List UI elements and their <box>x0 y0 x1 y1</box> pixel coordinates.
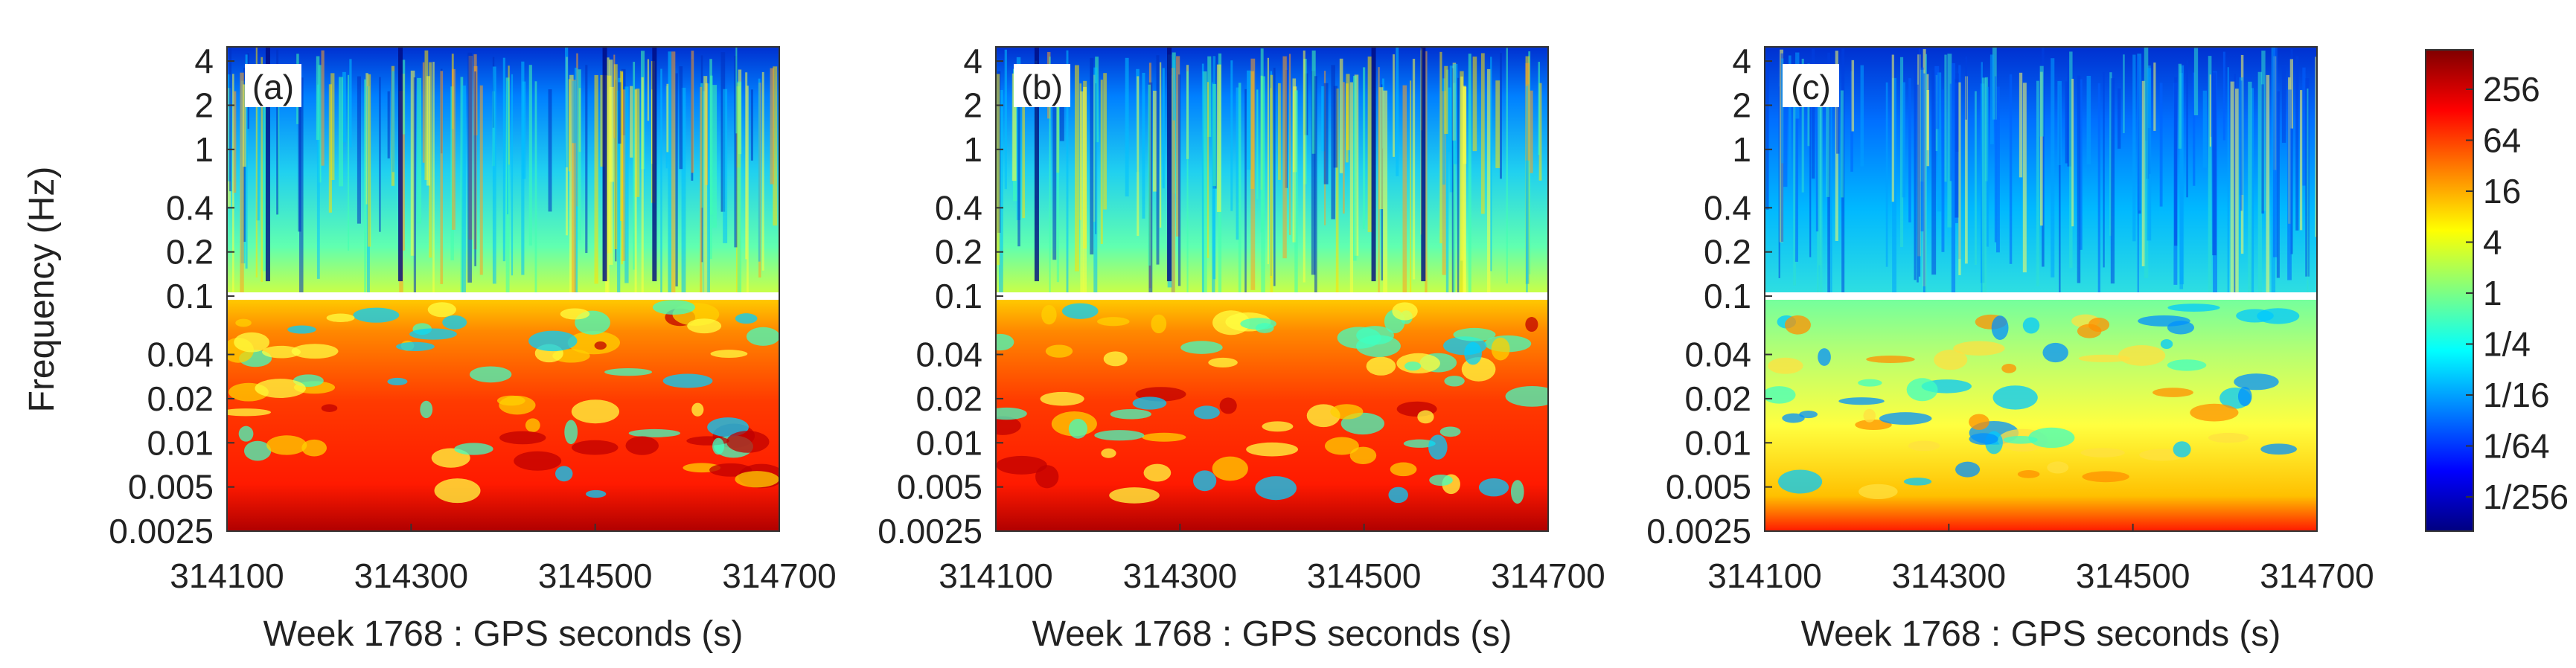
panel-label: (b) <box>1021 68 1063 106</box>
colorbar-tick-label: 1/64 <box>2483 427 2550 466</box>
y-tick-label: 4 <box>1732 42 1751 80</box>
colorbar-tick-label: 1 <box>2483 274 2502 312</box>
panel-label-box <box>1014 64 1070 107</box>
y-tick-label: 0.04 <box>1684 335 1751 374</box>
colorbar-tick-label: 256 <box>2483 70 2540 109</box>
spectrogram-image <box>996 47 1548 531</box>
colorbar-gradient <box>2425 49 2474 532</box>
y-tick-label: 0.4 <box>935 188 982 227</box>
colorbar-tick-label: 1/4 <box>2483 325 2531 364</box>
x-tick-label: 314100 <box>939 556 1053 595</box>
x-tick-label: 314700 <box>1491 556 1605 595</box>
y-tick-label: 0.4 <box>166 188 214 227</box>
y-tick-label: 0.0025 <box>109 512 214 550</box>
x-tick-label: 314100 <box>1707 556 1822 595</box>
spectrogram-image <box>227 47 779 531</box>
y-tick-label: 0.02 <box>1684 379 1751 418</box>
x-tick-label: 314500 <box>538 556 653 595</box>
axes-box <box>226 46 780 532</box>
y-tick-label: 0.2 <box>1704 233 1751 272</box>
y-tick-label: 2 <box>1732 86 1751 124</box>
x-tick-label: 314500 <box>1307 556 1422 595</box>
x-axis-label: Week 1768 : GPS seconds (s) <box>263 614 744 654</box>
panel-label: (c) <box>1791 68 1831 106</box>
y-tick-label: 0.005 <box>897 468 982 507</box>
y-tick-label: 0.005 <box>128 468 214 507</box>
x-tick-label: 314300 <box>354 556 469 595</box>
x-tick-label: 314700 <box>722 556 837 595</box>
colorbar-ticks: 256 64 16 4 1 1/4 1/16 1/64 1/256 <box>2466 70 2569 516</box>
x-tick-label: 314300 <box>1123 556 1238 595</box>
spectrogram-image <box>1765 47 2317 531</box>
x-tick-label: 314300 <box>1892 556 2007 595</box>
colorbar-tick-label: 1/256 <box>2483 478 2569 516</box>
panel-label-box <box>1783 64 1839 107</box>
y-tick-label: 0.4 <box>1704 188 1751 227</box>
colorbar-tick-label: 1/16 <box>2483 376 2550 414</box>
axes-box <box>995 46 1549 532</box>
y-tick-label: 0.1 <box>935 277 982 315</box>
panel-c: (c) 4 2 1 0.4 0.2 0.1 0.04 0.02 0.01 0.005 0.0025 31… <box>1646 42 2374 654</box>
colorbar-tick-label: 16 <box>2483 172 2521 211</box>
y-tick-label: 2 <box>963 86 982 124</box>
y-tick-label: 4 <box>963 42 982 80</box>
panel-b: (b) 4 2 1 0.4 0.2 0.1 0.04 0.02 0.01 0.005 0.0025 31… <box>878 42 1605 654</box>
y-tick-label: 0.01 <box>147 423 214 462</box>
colorbar-tick-label: 4 <box>2483 223 2502 262</box>
y-tick-label: 0.0025 <box>1646 512 1751 550</box>
y-tick-label: 0.1 <box>166 277 214 315</box>
y-tick-label: 0.2 <box>166 233 214 272</box>
y-tick-label: 1 <box>194 130 214 169</box>
y-tick-label: 0.02 <box>147 379 214 418</box>
colorbar-tick-label: 64 <box>2483 121 2521 160</box>
y-tick-label: 0.04 <box>915 335 982 374</box>
colorbar: 256 64 16 4 1 1/4 1/16 1/64 1/256 <box>2425 49 2569 532</box>
panel-label-box <box>245 64 301 107</box>
panel-label: (a) <box>252 68 294 106</box>
y-tick-label: 4 <box>194 42 214 80</box>
y-tick-label: 0.04 <box>147 335 214 374</box>
x-tick-label: 314100 <box>170 556 284 595</box>
x-tick-label: 314700 <box>2260 556 2374 595</box>
y-tick-label: 0.02 <box>915 379 982 418</box>
y-tick-label: 1 <box>1732 130 1751 169</box>
y-tick-label: 0.1 <box>1704 277 1751 315</box>
y-axis-label: Frequency (Hz) <box>22 167 62 413</box>
y-tick-label: 1 <box>963 130 982 169</box>
x-axis-label: Week 1768 : GPS seconds (s) <box>1032 614 1512 654</box>
axes-box <box>1764 46 2318 532</box>
x-tick-label: 314500 <box>2076 556 2190 595</box>
panel-a: (a) 4 2 1 0.4 0.2 0.1 0.04 0.02 0.01 0.005 0.0025 31… <box>109 42 836 654</box>
y-tick-label: 0.0025 <box>878 512 982 550</box>
y-tick-label: 2 <box>194 86 214 124</box>
x-axis-label: Week 1768 : GPS seconds (s) <box>1801 614 2281 654</box>
y-tick-label: 0.01 <box>1684 423 1751 462</box>
y-tick-label: 0.01 <box>915 423 982 462</box>
panels-group: (a) 4 2 1 0.4 0.2 0.1 0.04 0.02 0.01 0.005 0.0025 31… <box>109 42 2374 654</box>
y-tick-label: 0.2 <box>935 233 982 272</box>
y-tick-label: 0.005 <box>1666 468 1751 507</box>
